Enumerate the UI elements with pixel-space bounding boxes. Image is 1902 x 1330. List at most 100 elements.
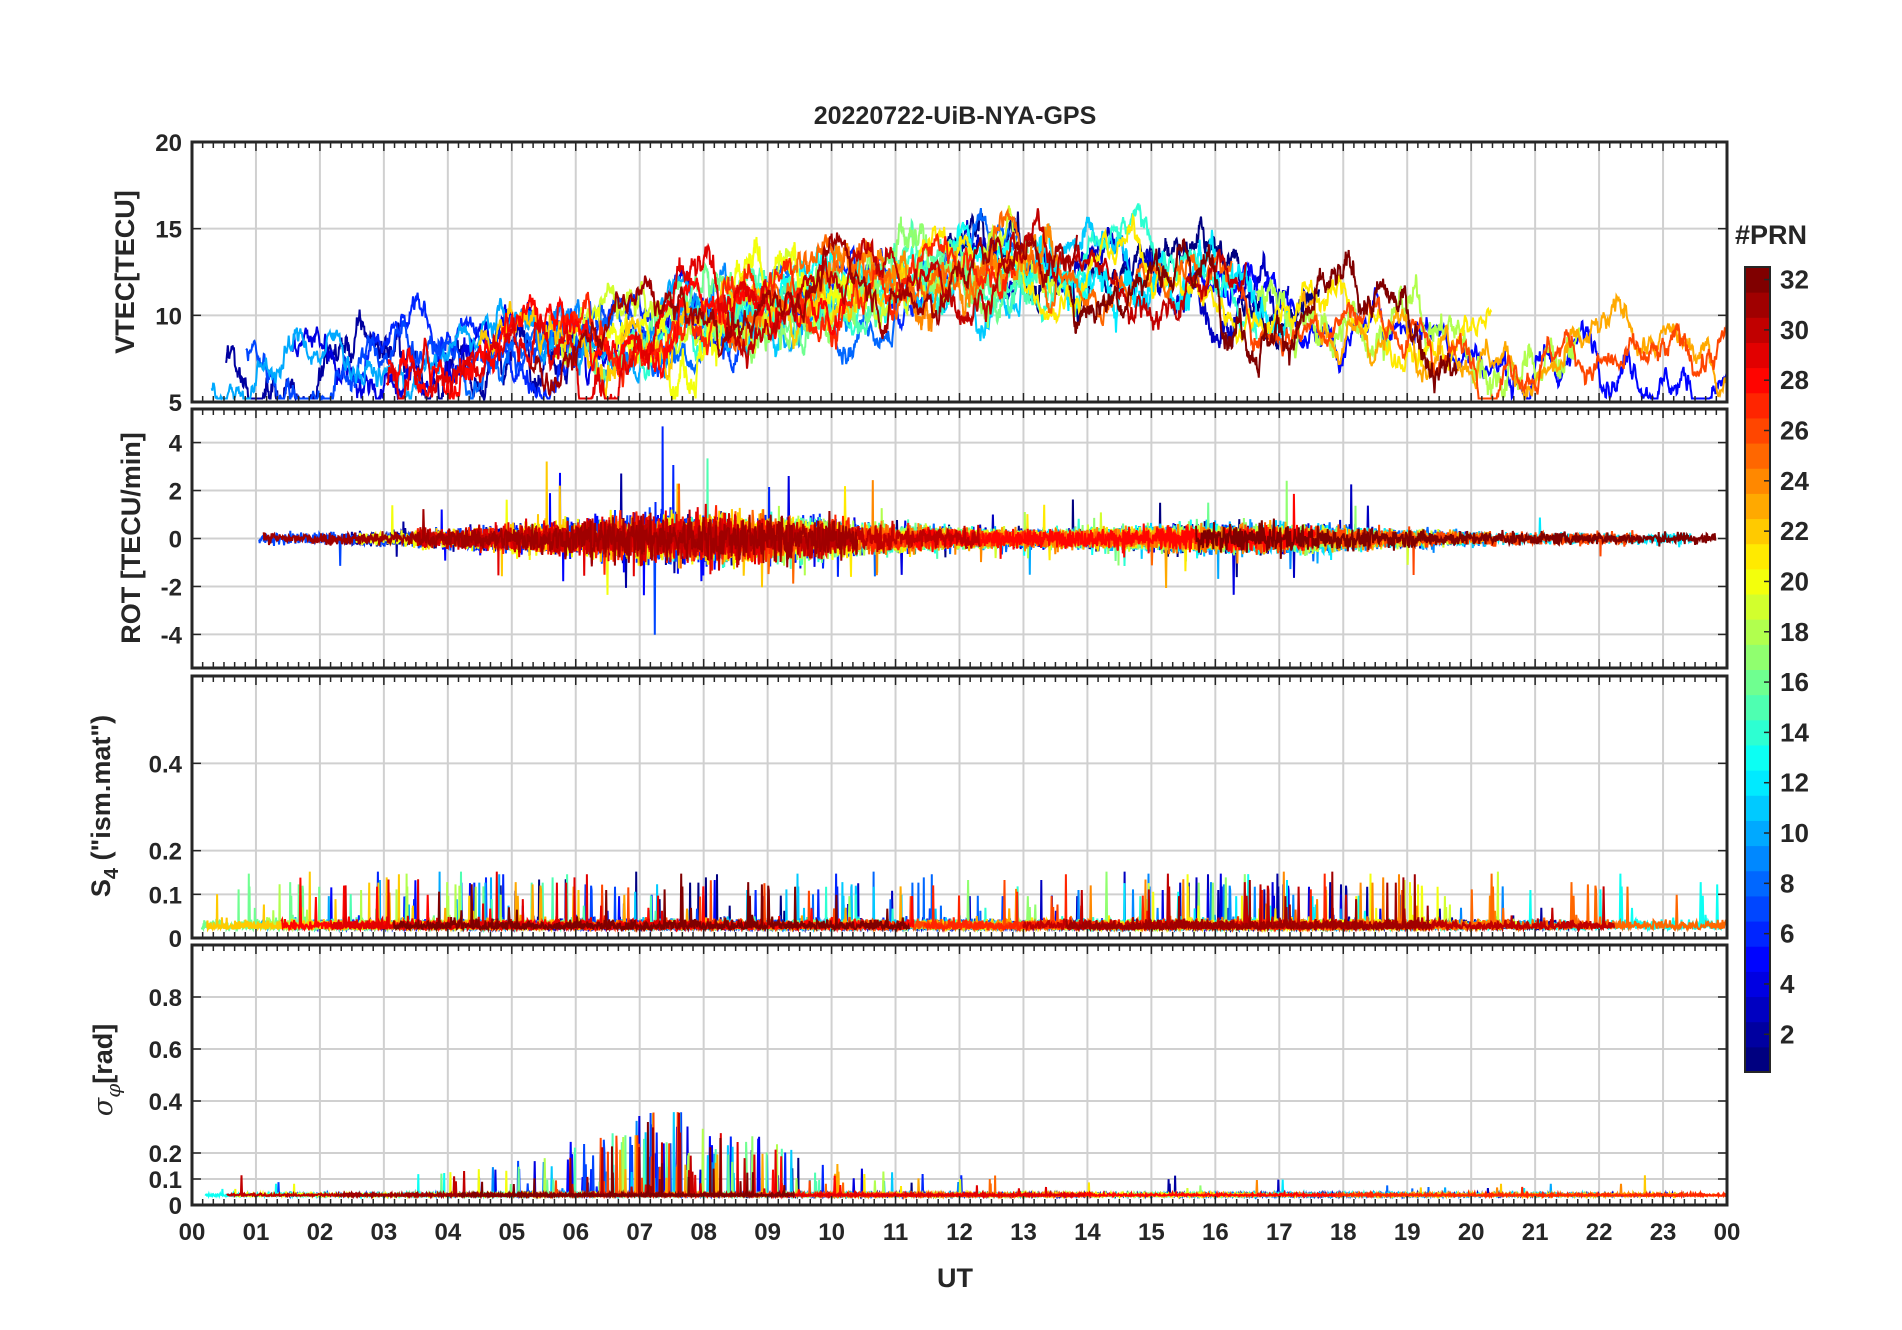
rot-y-tick-labels: -4 -2 0 2 4 bbox=[161, 431, 183, 650]
colorbar-cell bbox=[1745, 744, 1770, 771]
colorbar-tick-label: 10 bbox=[1780, 818, 1809, 848]
colorbar-tick-label: 18 bbox=[1780, 617, 1809, 647]
s4-tick-marks bbox=[191, 676, 1728, 939]
x-tick-label: 00 bbox=[179, 1219, 206, 1246]
colorbar-tick-label: 22 bbox=[1780, 516, 1809, 546]
rot-tick-marks bbox=[191, 409, 1728, 668]
y-tick-label: 0.4 bbox=[149, 1089, 183, 1116]
panel-vtec: 5 10 15 20 VTEC[TECU] bbox=[110, 130, 1729, 417]
vtec-y-tick-labels: 5 10 15 20 bbox=[155, 130, 182, 417]
x-tick-label: 17 bbox=[1266, 1219, 1293, 1246]
prn-trace bbox=[559, 232, 1016, 388]
s4-label-main: S bbox=[86, 879, 116, 897]
y-tick-label: 0 bbox=[169, 926, 182, 953]
sigma-y-axis-label: σφ[rad] bbox=[88, 1024, 125, 1116]
s4-label-sub: 4 bbox=[101, 867, 123, 879]
y-tick-label: 2 bbox=[169, 479, 182, 506]
colorbar-cell bbox=[1745, 946, 1770, 972]
colorbar-cell bbox=[1745, 493, 1770, 520]
panel-sigma-phi: 00.10.2 0.4 0.6 0.8 σφ[rad] bbox=[88, 943, 1729, 1220]
colorbar-tick-label: 30 bbox=[1780, 315, 1809, 345]
colorbar-tick-label: 28 bbox=[1780, 365, 1809, 395]
x-tick-label: 05 bbox=[498, 1219, 525, 1246]
prn-trace bbox=[385, 242, 781, 400]
x-tick-label: 23 bbox=[1650, 1219, 1677, 1246]
colorbar-gradient bbox=[1745, 267, 1770, 1073]
colorbar-cell bbox=[1745, 845, 1770, 872]
colorbar-tick-label: 32 bbox=[1780, 265, 1809, 295]
colorbar-tick-label: 8 bbox=[1780, 868, 1794, 898]
sigma-tick-marks bbox=[191, 945, 1728, 1206]
y-tick-label: 0.1 bbox=[149, 1167, 182, 1194]
x-tick-label: 16 bbox=[1202, 1219, 1229, 1246]
rot-y-axis-label: ROT [TECU/min] bbox=[116, 432, 146, 643]
x-tick-label: 12 bbox=[946, 1219, 973, 1246]
y-tick-label: 0 bbox=[169, 527, 182, 554]
prn-trace bbox=[1240, 286, 1728, 400]
colorbar-tick-label: 26 bbox=[1780, 416, 1809, 446]
x-tick-label: 15 bbox=[1138, 1219, 1165, 1246]
x-tick-label: 21 bbox=[1522, 1219, 1549, 1246]
sigma-series bbox=[204, 1112, 1728, 1200]
prn-trace bbox=[1068, 238, 1458, 394]
x-axis-label: UT bbox=[937, 1263, 973, 1293]
colorbar-cell bbox=[1745, 895, 1770, 922]
panel-rot: -4 -2 0 2 4 ROT [TECU/min] bbox=[116, 407, 1729, 670]
prn-trace bbox=[913, 493, 1316, 559]
prn-trace bbox=[1065, 871, 1432, 933]
x-tick-label: 11 bbox=[883, 1219, 908, 1246]
y-tick-label: 0.1 bbox=[149, 882, 182, 909]
vtec-tick-marks bbox=[191, 141, 1728, 403]
panel-s4: 0 0.1 0.2 0.4 S4 ("ism.mat") bbox=[86, 674, 1729, 953]
sigma-label-sub: φ bbox=[101, 1084, 125, 1098]
y-tick-label: 0.4 bbox=[149, 751, 183, 778]
y-tick-label: 0 bbox=[169, 1193, 182, 1220]
colorbar-cell bbox=[1745, 996, 1770, 1023]
x-tick-label: 10 bbox=[818, 1219, 845, 1246]
y-tick-label: 20 bbox=[155, 130, 182, 157]
colorbar-cell bbox=[1745, 342, 1770, 369]
colorbar-title: #PRN bbox=[1735, 220, 1807, 250]
prn-trace bbox=[392, 873, 911, 934]
y-tick-label: 0.2 bbox=[149, 839, 182, 866]
colorbar-tick-label: 14 bbox=[1780, 717, 1809, 747]
y-tick-label: 4 bbox=[169, 431, 183, 458]
y-tick-label: 10 bbox=[155, 303, 182, 330]
rot-series bbox=[258, 426, 1717, 635]
colorbar-cell bbox=[1745, 292, 1770, 318]
colorbar-tick-label: 20 bbox=[1780, 566, 1809, 596]
y-tick-label: 0.8 bbox=[149, 985, 182, 1012]
colorbar-cell bbox=[1745, 644, 1770, 670]
prn-trace bbox=[460, 1135, 977, 1200]
y-tick-label: -2 bbox=[161, 574, 182, 601]
s4-y-tick-labels: 0 0.1 0.2 0.4 bbox=[149, 751, 183, 953]
x-tick-label: 04 bbox=[434, 1219, 461, 1246]
sigma-label-rest: [rad] bbox=[88, 1024, 118, 1084]
colorbar-cell bbox=[1745, 543, 1770, 570]
y-tick-label: 5 bbox=[169, 390, 182, 417]
x-tick-label: 09 bbox=[754, 1219, 781, 1246]
prn-trace bbox=[725, 208, 1248, 369]
colorbar-tick-label: 16 bbox=[1780, 667, 1809, 697]
x-tick-label: 06 bbox=[562, 1219, 589, 1246]
y-tick-label: 0.6 bbox=[149, 1037, 182, 1064]
x-tick-label: 18 bbox=[1330, 1219, 1357, 1246]
x-tick-label: 08 bbox=[690, 1219, 717, 1246]
y-tick-label: 0.2 bbox=[149, 1141, 182, 1168]
x-tick-label: 03 bbox=[371, 1219, 398, 1246]
prn-trace bbox=[1195, 518, 1717, 559]
x-tick-label: 07 bbox=[626, 1219, 653, 1246]
prn-trace bbox=[262, 509, 859, 568]
x-tick-label: 14 bbox=[1074, 1219, 1101, 1246]
colorbar-cell bbox=[1745, 392, 1770, 419]
colorbar-cell bbox=[1745, 795, 1770, 821]
sigma-y-tick-labels: 00.10.2 0.4 0.6 0.8 bbox=[149, 985, 183, 1220]
prn-trace bbox=[1309, 1186, 1727, 1200]
colorbar-tick-label: 24 bbox=[1780, 466, 1809, 496]
x-tick-label: 22 bbox=[1586, 1219, 1613, 1246]
s4-y-axis-label: S4 ("ism.mat") bbox=[86, 715, 123, 897]
x-tick-label: 00 bbox=[1714, 1219, 1741, 1246]
colorbar-frame bbox=[1744, 266, 1771, 1073]
